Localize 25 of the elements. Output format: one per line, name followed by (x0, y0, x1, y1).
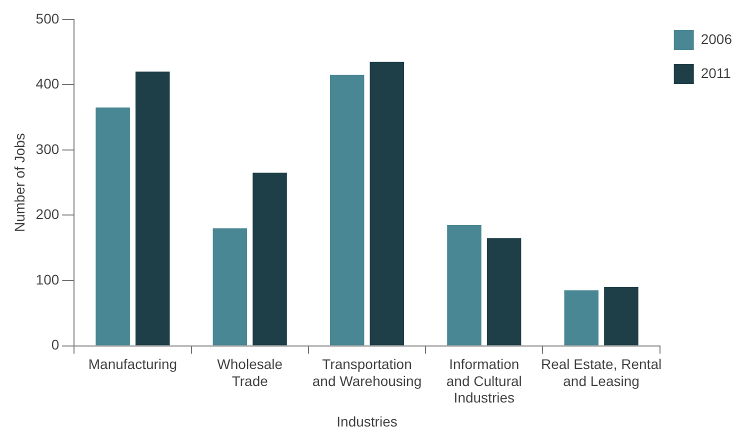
bar (136, 72, 170, 346)
bar (564, 290, 598, 346)
y-axis-title: Number of Jobs (11, 133, 28, 232)
bar (486, 238, 522, 346)
y-tick-label: 300 (36, 140, 60, 157)
bar (370, 62, 404, 346)
x-tick-label: Wholesale Trade (217, 356, 283, 389)
bar (212, 228, 248, 346)
legend-label: 2006 (700, 30, 732, 47)
bar (447, 225, 482, 346)
x-tick-label: Transportation and Warehousing (312, 356, 422, 389)
y-tick-label: 500 (36, 10, 60, 26)
x-tick-label: Real Estate, Rental and Leasing (540, 356, 662, 389)
bar (330, 74, 364, 346)
x-axis-title: Industries (336, 413, 398, 430)
bar (96, 108, 130, 346)
bar (604, 287, 638, 346)
y-tick-label: 0 (51, 336, 60, 353)
bar (252, 172, 287, 346)
y-tick-label: 100 (36, 271, 60, 288)
x-tick-label: Information and Cultural Industries (446, 356, 522, 406)
y-tick-label: 400 (36, 76, 60, 92)
legend-label: 2011 (700, 64, 732, 81)
y-tick-label: 200 (36, 206, 60, 222)
x-tick-label: Manufacturing (88, 356, 178, 372)
